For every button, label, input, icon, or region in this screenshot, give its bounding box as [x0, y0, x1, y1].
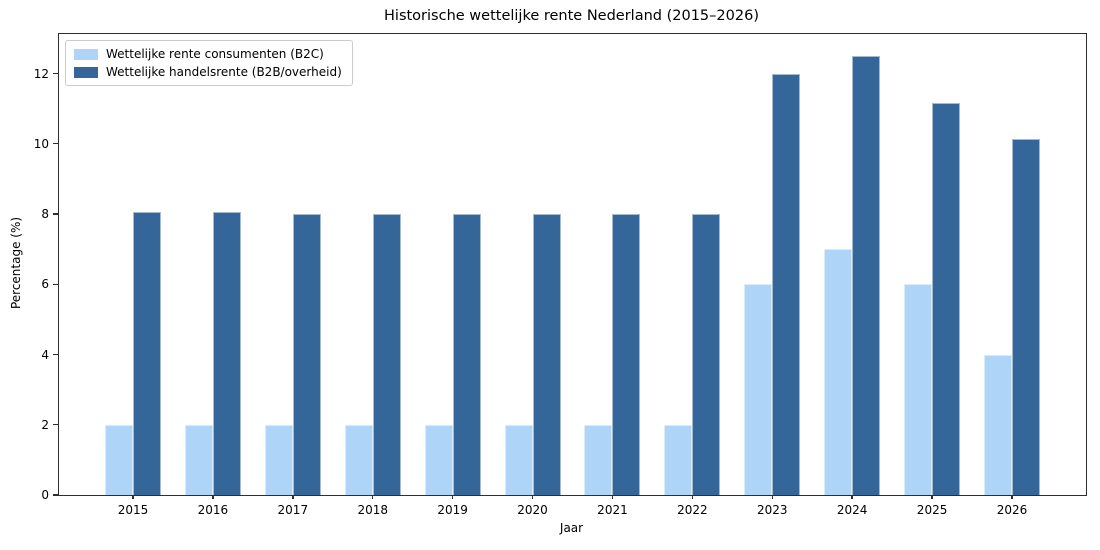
legend-label-b2c: Wettelijke rente consumenten (B2C)	[106, 47, 324, 61]
x-tick-label: 2021	[597, 503, 628, 517]
y-tick-label: 2	[41, 417, 49, 432]
x-tick-mark	[851, 494, 853, 499]
bar-b2b-2024	[852, 55, 881, 495]
bar-b2c-2018	[344, 424, 373, 495]
y-tick-mark	[53, 353, 58, 356]
x-tick-mark	[451, 494, 454, 499]
x-tick-mark	[691, 494, 694, 499]
x-tick-label: 2022	[677, 503, 708, 517]
x-tick-mark	[611, 494, 614, 499]
bar-b2c-2019	[424, 424, 453, 495]
bar-b2b-2025	[932, 103, 961, 495]
x-tick-mark	[132, 494, 134, 499]
x-tick-label: 2018	[357, 503, 388, 517]
y-axis-label: Percentage (%)	[9, 216, 23, 310]
y-tick-mark	[53, 143, 58, 145]
x-tick-mark	[292, 494, 294, 499]
legend-label-b2b: Wettelijke handelsrente (B2B/overheid)	[106, 65, 342, 79]
x-tick-label: 2020	[517, 503, 548, 517]
legend-swatch-b2b	[74, 66, 98, 78]
bar-b2b-2019	[452, 214, 481, 495]
y-tick-label: 10	[33, 136, 49, 151]
legend-item-b2b: Wettelijke handelsrente (B2B/overheid)	[74, 65, 342, 79]
bar-b2b-2017	[292, 214, 321, 495]
x-tick-label: 2015	[117, 503, 149, 517]
x-tick-mark	[771, 494, 773, 499]
x-tick-label: 2019	[437, 503, 468, 517]
x-tick-label: 2016	[197, 503, 229, 517]
x-tick-mark	[931, 494, 933, 499]
bar-b2b-2026	[1012, 138, 1040, 495]
y-tick-label: 0	[41, 488, 49, 502]
bar-b2c-2016	[184, 424, 213, 495]
chart-title: Historische wettelijke rente Nederland (…	[384, 8, 759, 24]
bar-b2b-2021	[612, 214, 641, 495]
x-tick-label: 2026	[996, 503, 1028, 517]
bar-b2b-2016	[212, 212, 241, 495]
plot-area: Wettelijke rente consumenten (B2C) Wette…	[34, 33, 1087, 517]
bar-b2c-2020	[504, 424, 533, 495]
y-tick-mark	[53, 494, 58, 496]
x-tick-mark	[212, 494, 214, 499]
bar-b2c-2026	[984, 354, 1012, 495]
bar-b2c-2017	[264, 424, 293, 495]
bar-b2c-2023	[744, 284, 773, 495]
y-tick-label: 6	[41, 277, 49, 292]
x-tick-mark	[372, 494, 374, 499]
y-tick-label: 8	[41, 207, 49, 221]
y-tick-mark	[53, 424, 58, 426]
x-axis-label: Jaar	[559, 521, 584, 535]
legend: Wettelijke rente consumenten (B2C) Wette…	[65, 40, 353, 86]
bar-b2b-2015	[133, 212, 161, 495]
x-tick-label: 2025	[916, 503, 948, 517]
y-tick-label: 12	[33, 66, 49, 81]
y-tick-mark	[53, 72, 58, 75]
legend-item-b2c: Wettelijke rente consumenten (B2C)	[74, 47, 342, 61]
bar-b2b-2020	[532, 214, 561, 495]
bar-b2c-2022	[664, 424, 693, 495]
x-tick-mark	[1011, 494, 1013, 499]
bar-b2b-2022	[692, 214, 721, 495]
y-tick-label: 4	[41, 347, 49, 362]
x-tick-mark	[531, 494, 534, 499]
x-tick-label: 2023	[756, 503, 788, 517]
y-tick-mark	[53, 213, 58, 215]
x-tick-label: 2017	[277, 503, 309, 517]
legend-swatch-b2c	[74, 48, 98, 60]
bar-b2c-2021	[584, 424, 613, 495]
x-tick-label: 2024	[836, 503, 868, 517]
bar-b2c-2015	[105, 424, 133, 495]
y-tick-mark	[53, 283, 58, 285]
bar-b2c-2024	[824, 249, 853, 495]
bar-b2c-2025	[904, 284, 933, 495]
bar-b2b-2018	[372, 214, 401, 495]
bar-b2b-2023	[772, 73, 801, 495]
